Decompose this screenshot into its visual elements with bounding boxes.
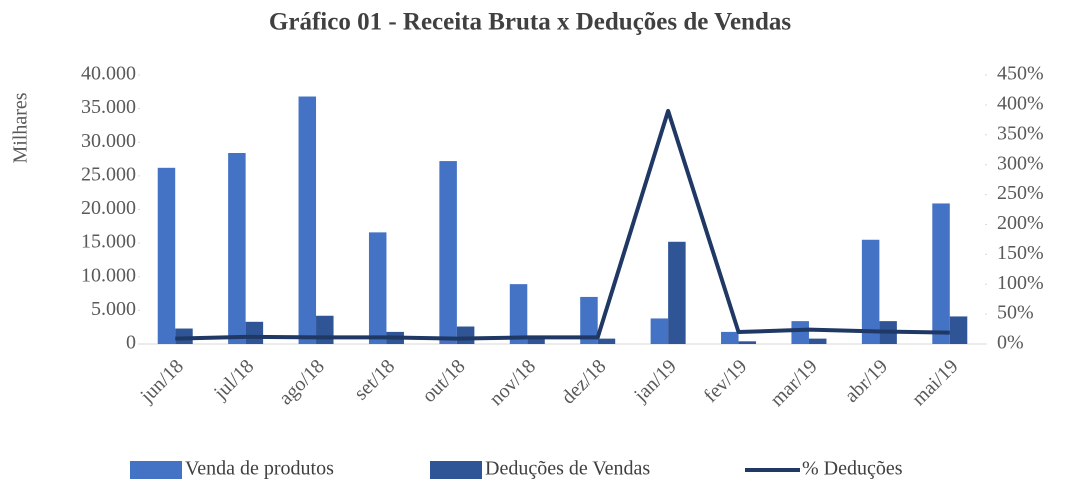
bar bbox=[527, 337, 545, 344]
y2-tick-label: 300% bbox=[997, 152, 1044, 174]
bar bbox=[298, 96, 317, 345]
y-tick-label: 40.000 bbox=[81, 63, 136, 85]
y-tick-label: 35.000 bbox=[81, 96, 136, 118]
y-tick-label: 10.000 bbox=[81, 264, 136, 286]
bar bbox=[316, 315, 334, 344]
y-axis-label: Milhares bbox=[10, 92, 32, 163]
bar bbox=[157, 167, 176, 344]
y-tick-label: 25.000 bbox=[81, 163, 136, 185]
x-tick-label: dez/18 bbox=[557, 355, 610, 408]
legend-swatch bbox=[130, 461, 182, 479]
x-tick-label: nov/18 bbox=[485, 355, 540, 410]
bar bbox=[949, 316, 968, 344]
x-tick-label: ago/18 bbox=[275, 355, 329, 409]
bar bbox=[650, 318, 669, 344]
y2-tick-label: 0% bbox=[997, 332, 1024, 354]
x-tick-label: out/18 bbox=[418, 355, 470, 407]
bar bbox=[668, 241, 686, 344]
x-tick-label: mar/19 bbox=[766, 355, 822, 411]
legend-label: Deduções de Vendas bbox=[485, 458, 650, 480]
y2-tick-label: 250% bbox=[997, 182, 1044, 204]
x-tick-label: abr/19 bbox=[840, 355, 892, 407]
bar bbox=[861, 239, 880, 344]
x-tick-label: fev/19 bbox=[700, 355, 752, 407]
x-tick-label: jan/19 bbox=[629, 355, 681, 407]
line bbox=[175, 108, 950, 341]
y2-tick-label: 450% bbox=[997, 63, 1044, 85]
bar bbox=[439, 161, 457, 344]
y-tick-label: 5.000 bbox=[91, 298, 136, 320]
bar bbox=[721, 331, 739, 344]
y2-tick-label: 50% bbox=[997, 302, 1034, 324]
bar bbox=[245, 321, 264, 344]
x-tick-label: mai/19 bbox=[908, 355, 963, 410]
bar bbox=[228, 153, 246, 344]
y-tick-label: 0 bbox=[126, 332, 136, 354]
x-tick-label: jul/18 bbox=[209, 355, 258, 404]
bar bbox=[509, 284, 528, 344]
bar bbox=[368, 232, 387, 344]
bar bbox=[597, 338, 616, 344]
y2-tick-label: 200% bbox=[997, 212, 1044, 234]
bar bbox=[580, 296, 598, 344]
legend-label: Venda de produtos bbox=[185, 458, 334, 480]
x-tick-label: set/18 bbox=[350, 355, 399, 404]
legend-swatch bbox=[430, 461, 482, 479]
bar bbox=[808, 338, 827, 344]
x-tick-label: jun/18 bbox=[136, 355, 188, 407]
y2-tick-label: 400% bbox=[997, 92, 1044, 114]
y-tick-label: 15.000 bbox=[81, 231, 136, 253]
bar bbox=[932, 203, 950, 344]
y2-tick-label: 150% bbox=[997, 242, 1044, 264]
y-tick-label: 20.000 bbox=[81, 197, 136, 219]
chart-title: Gráfico 01 - Receita Bruta x Deduções de… bbox=[269, 9, 791, 36]
bar bbox=[791, 321, 809, 344]
legend-label: % Deduções bbox=[802, 458, 903, 480]
y-tick-label: 30.000 bbox=[81, 130, 136, 152]
bar bbox=[456, 326, 475, 344]
bar bbox=[738, 341, 757, 344]
y2-tick-label: 350% bbox=[997, 122, 1044, 144]
y2-tick-label: 100% bbox=[997, 272, 1044, 294]
